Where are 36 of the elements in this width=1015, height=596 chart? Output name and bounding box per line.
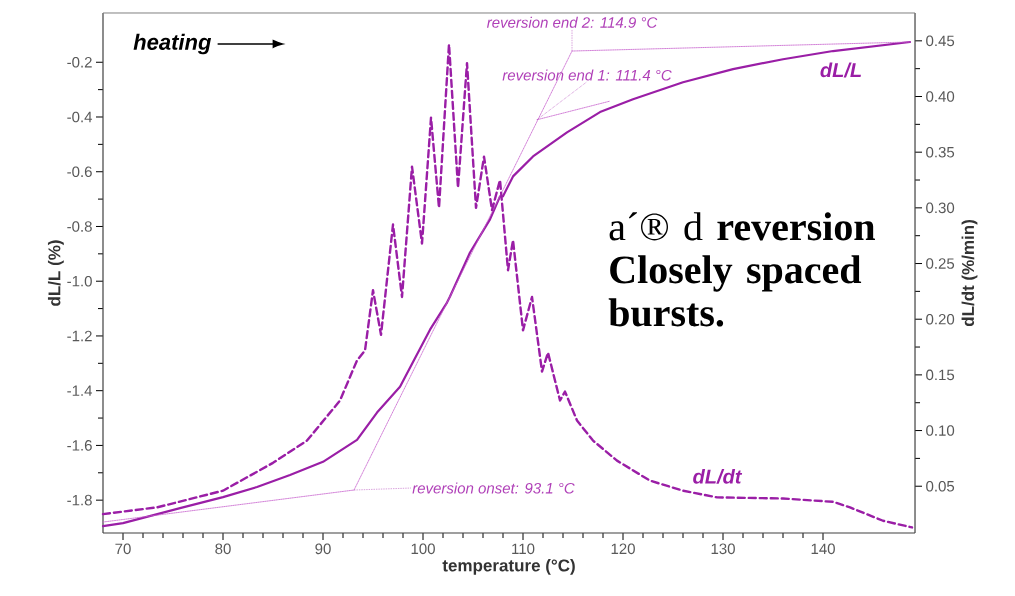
x-tick-label: 140: [811, 543, 835, 555]
y-axis-title: dL/L (%): [47, 240, 64, 306]
x-tick-label: 80: [215, 543, 231, 555]
x-tick-label: 120: [611, 543, 635, 555]
series-label: dL/L: [820, 62, 861, 78]
annotation: reversion end 1: 111.4 °C: [502, 69, 672, 81]
y2-tick-label: 0.45: [926, 35, 955, 47]
y2-axis-title: dL/dt (%/min): [961, 220, 978, 327]
y2-tick-label: 0.25: [926, 258, 955, 269]
y-tick-label: -1.0: [67, 275, 92, 287]
annotation: a´® d reversion Closely spaced bursts.: [608, 212, 875, 327]
y-tick-label: -1.8: [67, 494, 92, 506]
x-tick-label: 70: [115, 543, 131, 555]
y2-tick-label: 0.05: [926, 480, 955, 492]
x-tick-label: 130: [711, 543, 735, 555]
x-tick-label: 90: [315, 543, 331, 555]
y2-tick-label: 0.35: [926, 146, 955, 158]
y-tick-label: -0.6: [67, 166, 92, 178]
y2-tick-label: 0.40: [926, 91, 955, 102]
annotation: reversion end 2: 114.9 °C: [486, 16, 658, 28]
annotation: reversion onset: 93.1 °C: [412, 482, 575, 494]
y-tick-label: -1.4: [67, 385, 93, 396]
annotation: heating: [133, 33, 212, 55]
y-tick-label: -0.4: [67, 111, 93, 123]
x-tick-label: 110: [512, 543, 535, 555]
x-axis-title: temperature (°C): [442, 558, 575, 575]
y2-tick-label: 0.10: [926, 425, 955, 436]
y2-tick-label: 0.20: [926, 313, 955, 325]
y-tick-label: -1.2: [67, 330, 92, 342]
y-tick-label: -1.6: [67, 440, 92, 451]
x-tick-label: 100: [411, 543, 435, 555]
y-tick-label: -0.8: [67, 221, 92, 232]
y-tick-label: -0.2: [67, 56, 92, 68]
series-label: dL/dt: [693, 468, 743, 484]
y2-tick-label: 0.30: [926, 202, 955, 214]
y2-tick-label: 0.15: [926, 369, 955, 381]
